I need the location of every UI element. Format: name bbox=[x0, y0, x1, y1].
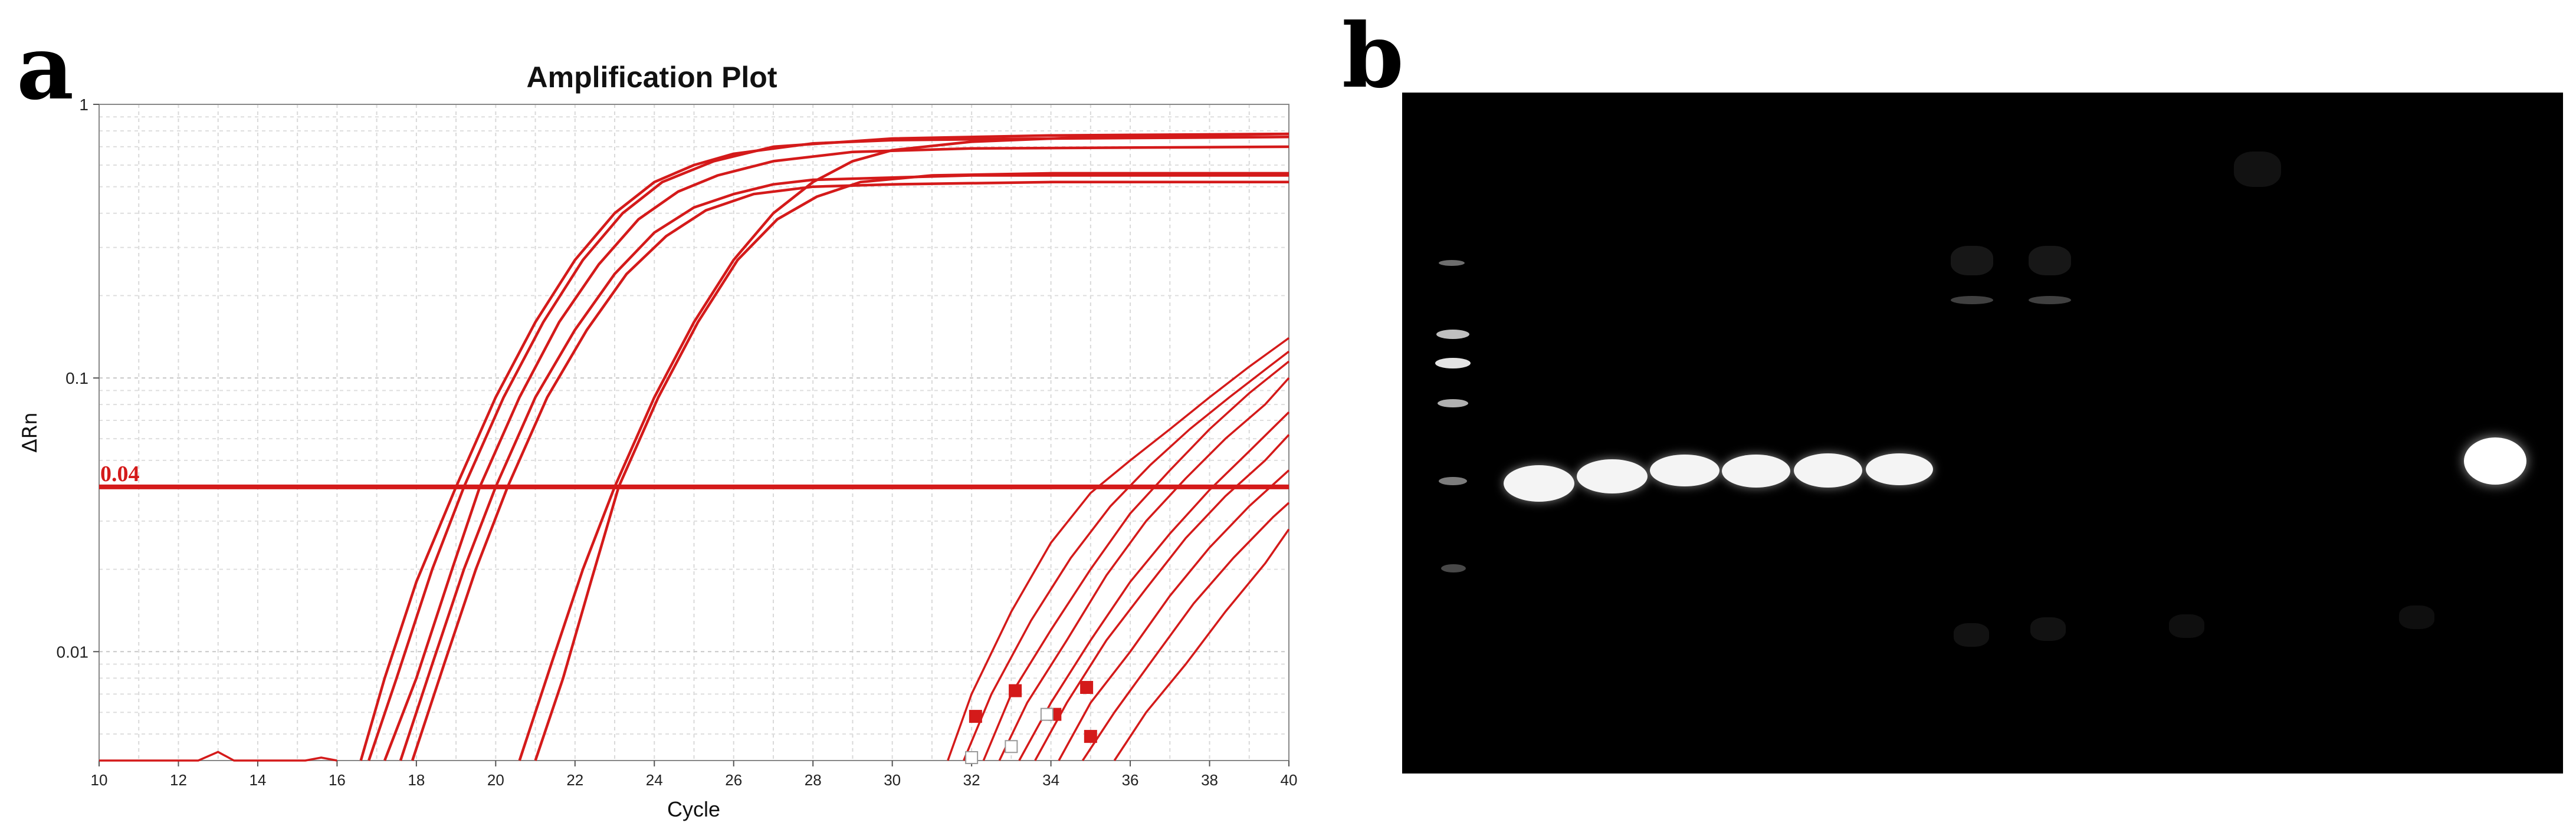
x-axis-label: Cycle bbox=[667, 797, 720, 821]
threshold-label: 0.04 bbox=[100, 462, 140, 486]
cq-marker bbox=[1080, 680, 1094, 694]
amplification-curve bbox=[1113, 528, 1290, 761]
amplification-curve bbox=[518, 132, 1289, 761]
ladder-band bbox=[1439, 260, 1465, 266]
y-tick-label: 0.1 bbox=[65, 369, 88, 387]
x-tick-label: 14 bbox=[249, 771, 266, 789]
ladder-band bbox=[1435, 358, 1471, 368]
sample-band bbox=[1650, 455, 1719, 486]
x-tick-label: 38 bbox=[1201, 771, 1218, 789]
cq-marker bbox=[1084, 730, 1097, 743]
x-tick-label: 30 bbox=[884, 771, 901, 789]
faint-smear bbox=[2169, 614, 2204, 638]
amplification-curve bbox=[998, 377, 1290, 761]
x-tick-label: 28 bbox=[805, 771, 822, 789]
cq-markers bbox=[965, 680, 1097, 765]
y-tick-label: 0.01 bbox=[57, 643, 89, 661]
amplification-curve bbox=[367, 132, 1289, 761]
x-tick-label: 20 bbox=[487, 771, 504, 789]
x-tick-label: 26 bbox=[725, 771, 742, 789]
x-tick-label: 36 bbox=[1122, 771, 1139, 789]
x-tick-label: 40 bbox=[1281, 771, 1298, 789]
series-lines bbox=[99, 132, 1290, 762]
amplification-curve bbox=[963, 350, 1290, 761]
ladder-band bbox=[1439, 477, 1467, 485]
cq-marker bbox=[1040, 707, 1054, 721]
control-band bbox=[2464, 437, 2526, 485]
grid bbox=[99, 104, 1289, 761]
cq-marker bbox=[1005, 740, 1018, 753]
ladder-band bbox=[1436, 330, 1469, 339]
cq-marker bbox=[969, 710, 982, 723]
y-axis-label: ΔRn bbox=[18, 412, 42, 452]
faint-smear bbox=[1951, 246, 1993, 275]
panel-label-b: b bbox=[1342, 4, 1404, 108]
sample-band bbox=[1577, 459, 1648, 493]
ladder-band bbox=[1438, 399, 1468, 407]
faint-smear bbox=[1954, 623, 1989, 647]
sample-band bbox=[1794, 453, 1862, 488]
amplification-curve bbox=[1058, 469, 1290, 761]
x-tick-label: 32 bbox=[963, 771, 980, 789]
sample-band bbox=[1504, 465, 1574, 502]
cq-marker bbox=[1009, 684, 1022, 697]
x-tick-label: 12 bbox=[170, 771, 187, 789]
panel-label-a: a bbox=[17, 16, 74, 120]
x-tick-label: 24 bbox=[646, 771, 663, 789]
faint-band bbox=[2029, 296, 2071, 304]
sample-band bbox=[1866, 453, 1933, 485]
amplification-curve bbox=[534, 172, 1289, 761]
amplification-curve bbox=[1081, 502, 1290, 761]
amplification-curve bbox=[982, 360, 1290, 761]
plot-frame bbox=[99, 104, 1289, 761]
y-tick-label: 1 bbox=[79, 96, 88, 114]
faint-smear bbox=[2029, 246, 2071, 275]
faint-smear bbox=[2399, 605, 2434, 629]
chart-title: Amplification Plot bbox=[527, 61, 777, 94]
faint-smear bbox=[2234, 152, 2281, 187]
ladder-band bbox=[1441, 564, 1466, 572]
amplification-curve bbox=[99, 751, 337, 762]
x-tick-label: 18 bbox=[408, 771, 425, 789]
amplification-plot: Amplification Plot 10 12 14 16 18 20 22 24 26 28 3… bbox=[18, 61, 1298, 821]
amplification-curve bbox=[411, 180, 1289, 761]
amplification-curve bbox=[1018, 411, 1290, 761]
x-tick-label: 16 bbox=[329, 771, 346, 789]
x-tick-label: 34 bbox=[1042, 771, 1059, 789]
x-tick-label: 10 bbox=[91, 771, 108, 789]
gel-electrophoresis-image bbox=[1402, 93, 2563, 774]
amplification-curve bbox=[1034, 434, 1290, 761]
x-axis-ticks: 10 12 14 16 18 20 22 24 26 28 30 32 34 36 38 40 bbox=[91, 761, 1298, 789]
amplification-curve bbox=[947, 337, 1290, 761]
amplification-curve bbox=[383, 145, 1289, 761]
faint-band bbox=[1951, 296, 1993, 304]
cq-marker bbox=[965, 751, 979, 765]
amplification-curve bbox=[399, 174, 1289, 761]
amplification-curve bbox=[359, 136, 1289, 761]
x-tick-label: 22 bbox=[566, 771, 583, 789]
sample-band bbox=[1722, 455, 1790, 488]
faint-smear bbox=[2030, 617, 2066, 641]
y-axis-ticks: 0.01 0.1 1 bbox=[57, 96, 99, 661]
